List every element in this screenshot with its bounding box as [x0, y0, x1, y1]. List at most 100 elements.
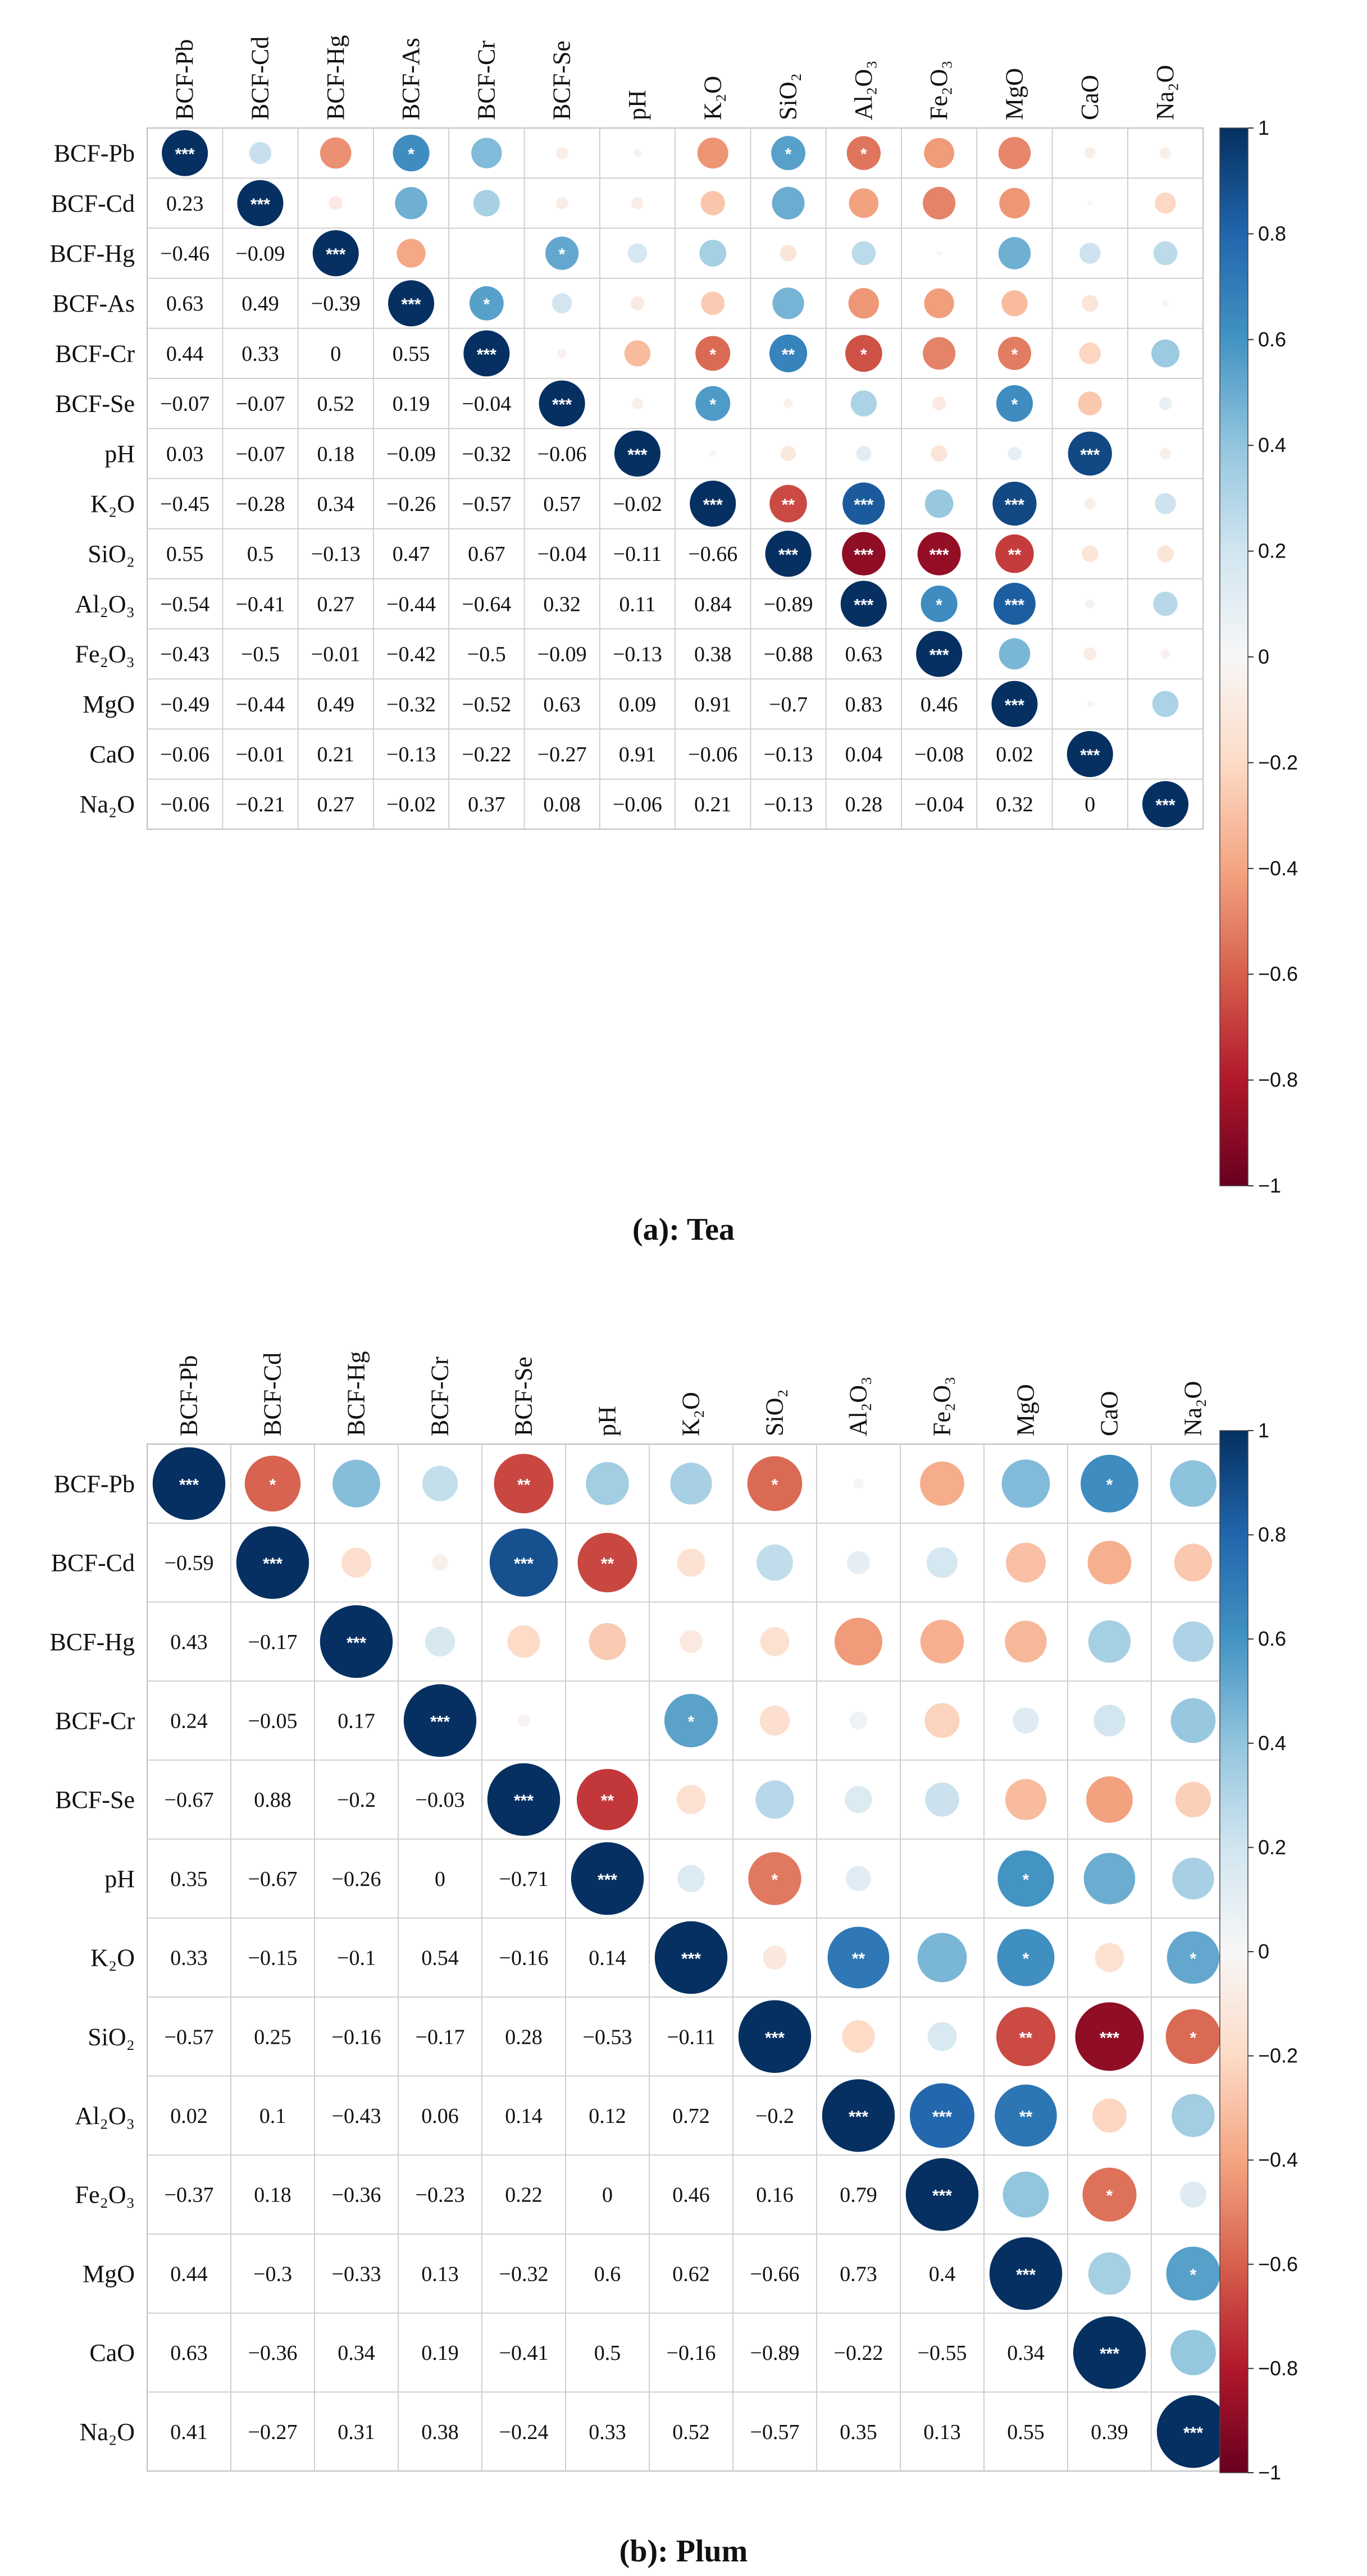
correlation-value: −0.1	[337, 1947, 376, 1970]
correlation-value: −0.16	[667, 2341, 716, 2365]
correlation-circle	[1172, 2094, 1215, 2137]
column-label-mgo: MgO	[1000, 68, 1028, 120]
correlation-circle	[771, 136, 805, 171]
colorbar-tick-label: 0.4	[1258, 1732, 1286, 1755]
correlation-value: 0.34	[338, 2341, 375, 2365]
colorbar-tick-label: −0.6	[1258, 2253, 1298, 2276]
correlation-value: 0.25	[254, 2025, 291, 2049]
column-label-bcf-as: BCF-As	[397, 38, 425, 120]
correlation-circle	[1173, 1621, 1214, 1662]
correlation-circle	[695, 336, 731, 371]
correlation-value: −0.04	[914, 793, 964, 816]
correlation-value: −0.52	[462, 693, 511, 716]
correlation-circle	[1142, 781, 1189, 828]
correlation-value: 0.63	[845, 643, 883, 666]
correlation-circle	[932, 396, 946, 410]
column-label-na2o: Na₂O	[1179, 1381, 1207, 1436]
correlation-circle	[1092, 2098, 1127, 2133]
significance-mark: ***	[703, 496, 723, 514]
correlation-value: −0.06	[160, 743, 209, 766]
row-label-cao: CaO	[89, 2339, 135, 2367]
significance-mark: ***	[430, 1712, 450, 1731]
correlation-value: −0.66	[688, 542, 737, 566]
correlation-circle	[320, 137, 352, 169]
correlation-value: −0.41	[499, 2341, 549, 2365]
colorbar-tick-label: 0	[1258, 645, 1269, 668]
colorbar-tick-label: 1	[1258, 116, 1269, 139]
row-label-bcf-cr: BCF-Cr	[55, 340, 135, 367]
correlation-circle	[695, 386, 731, 421]
correlation-circle	[1156, 2395, 1230, 2468]
correlation-value: −0.17	[416, 2025, 465, 2049]
correlation-circle	[577, 1533, 637, 1593]
column-label-sio2: SiO₂	[774, 73, 802, 120]
correlation-circle	[571, 1842, 644, 1915]
colorbar-tick-label: −0.8	[1258, 2356, 1298, 2379]
correlation-circle	[670, 1463, 712, 1505]
correlation-circle	[1159, 447, 1172, 459]
correlation-value: 0	[1085, 793, 1095, 816]
correlation-circle	[765, 531, 812, 577]
correlation-circle	[772, 287, 804, 319]
correlation-value: −0.32	[462, 442, 511, 466]
correlation-circle	[998, 136, 1031, 170]
correlation-value: 0.73	[840, 2262, 877, 2286]
correlation-value: 0.06	[421, 2104, 459, 2128]
correlation-value: 0.55	[1007, 2420, 1045, 2444]
column-label-al2o3: Al₂O₃	[845, 1377, 872, 1436]
correlation-circle	[920, 1461, 964, 1506]
significance-mark: ***	[326, 245, 345, 264]
correlation-value: 0.32	[543, 592, 581, 616]
correlation-value: −0.49	[160, 693, 209, 716]
significance-mark: *	[709, 345, 716, 364]
correlation-value: 0.19	[393, 392, 430, 416]
correlation-value: 0.44	[166, 342, 204, 366]
correlation-circle	[463, 330, 510, 377]
correlation-circle	[1085, 599, 1095, 609]
correlation-value: −0.06	[537, 442, 587, 466]
significance-mark: *	[1011, 345, 1018, 364]
correlation-circle	[237, 180, 284, 226]
correlation-value: −0.36	[248, 2341, 298, 2365]
correlation-value: −0.21	[235, 793, 285, 816]
correlation-value: 0.23	[166, 192, 204, 216]
correlation-circle	[905, 2158, 979, 2231]
correlation-circle	[393, 135, 430, 172]
correlation-value: 0	[435, 1867, 445, 1891]
correlation-circle	[995, 2084, 1057, 2147]
correlation-circle	[1159, 147, 1172, 159]
correlation-value: −0.59	[165, 1551, 214, 1575]
significance-mark: *	[1190, 2029, 1197, 2047]
correlation-value: 0.37	[468, 793, 505, 816]
correlation-value: 0.72	[672, 2104, 710, 2128]
correlation-circle	[924, 138, 955, 168]
correlation-value: −0.16	[332, 2025, 381, 2049]
correlation-value: 0.41	[170, 2420, 208, 2444]
correlation-circle	[329, 196, 343, 211]
row-label-sio2: SiO₂	[88, 540, 135, 568]
correlation-value: 0.09	[619, 693, 657, 716]
correlation-value: 0.33	[589, 2420, 626, 2444]
correlation-circle	[341, 1547, 372, 1578]
correlation-circle	[469, 286, 504, 321]
colorbar-tick-label: −0.4	[1258, 2148, 1298, 2171]
correlation-value: 0.02	[170, 2104, 208, 2128]
correlation-value: −0.02	[386, 793, 436, 816]
correlation-circle	[487, 1763, 561, 1836]
row-label-mgo: MgO	[83, 691, 135, 718]
correlation-circle	[494, 1454, 554, 1514]
correlation-value: −0.08	[914, 743, 964, 766]
correlation-value: −0.7	[769, 693, 808, 716]
significance-mark: ***	[347, 1634, 366, 1652]
column-label-bcf-pb: BCF-Pb	[175, 1355, 203, 1436]
correlation-circle	[701, 291, 725, 316]
correlation-circle	[1081, 545, 1099, 562]
correlation-circle	[772, 186, 805, 220]
correlation-circle	[555, 197, 568, 209]
correlation-circle	[842, 532, 886, 576]
significance-mark: **	[601, 1555, 614, 1573]
correlation-circle	[747, 1456, 803, 1511]
correlation-value: −0.11	[613, 542, 662, 566]
correlation-value: −0.5	[467, 643, 506, 666]
tea-correlation-panel: BCF-Pb BCF-Cd BCF-Hg BCF-As BCF-Cr BCF-Se pH K₂…	[49, 35, 1298, 1247]
